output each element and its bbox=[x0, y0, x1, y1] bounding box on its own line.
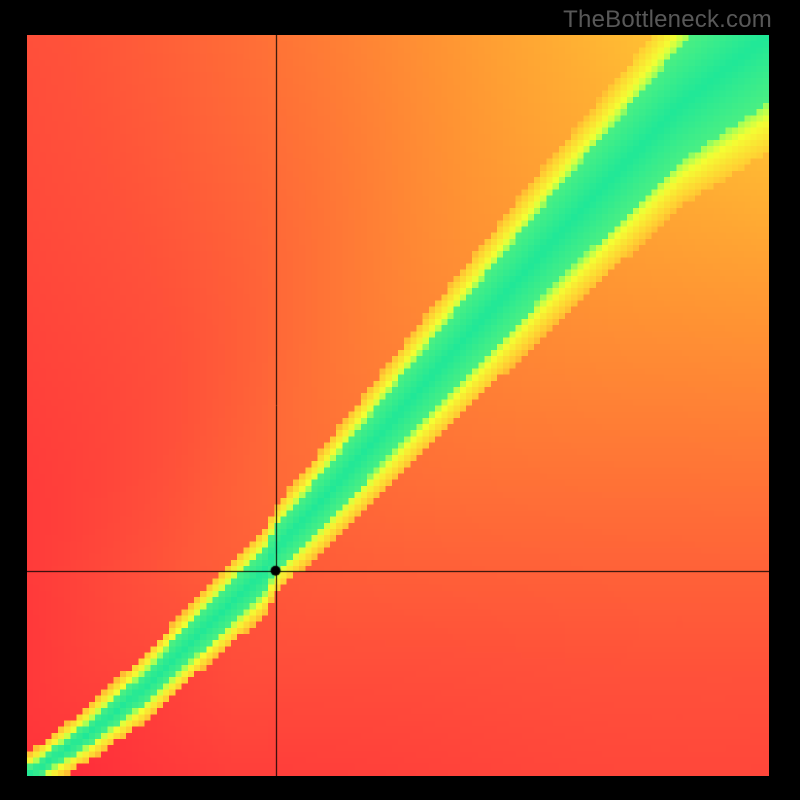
crosshair-overlay bbox=[27, 35, 769, 776]
watermark-text: TheBottleneck.com bbox=[563, 6, 772, 34]
